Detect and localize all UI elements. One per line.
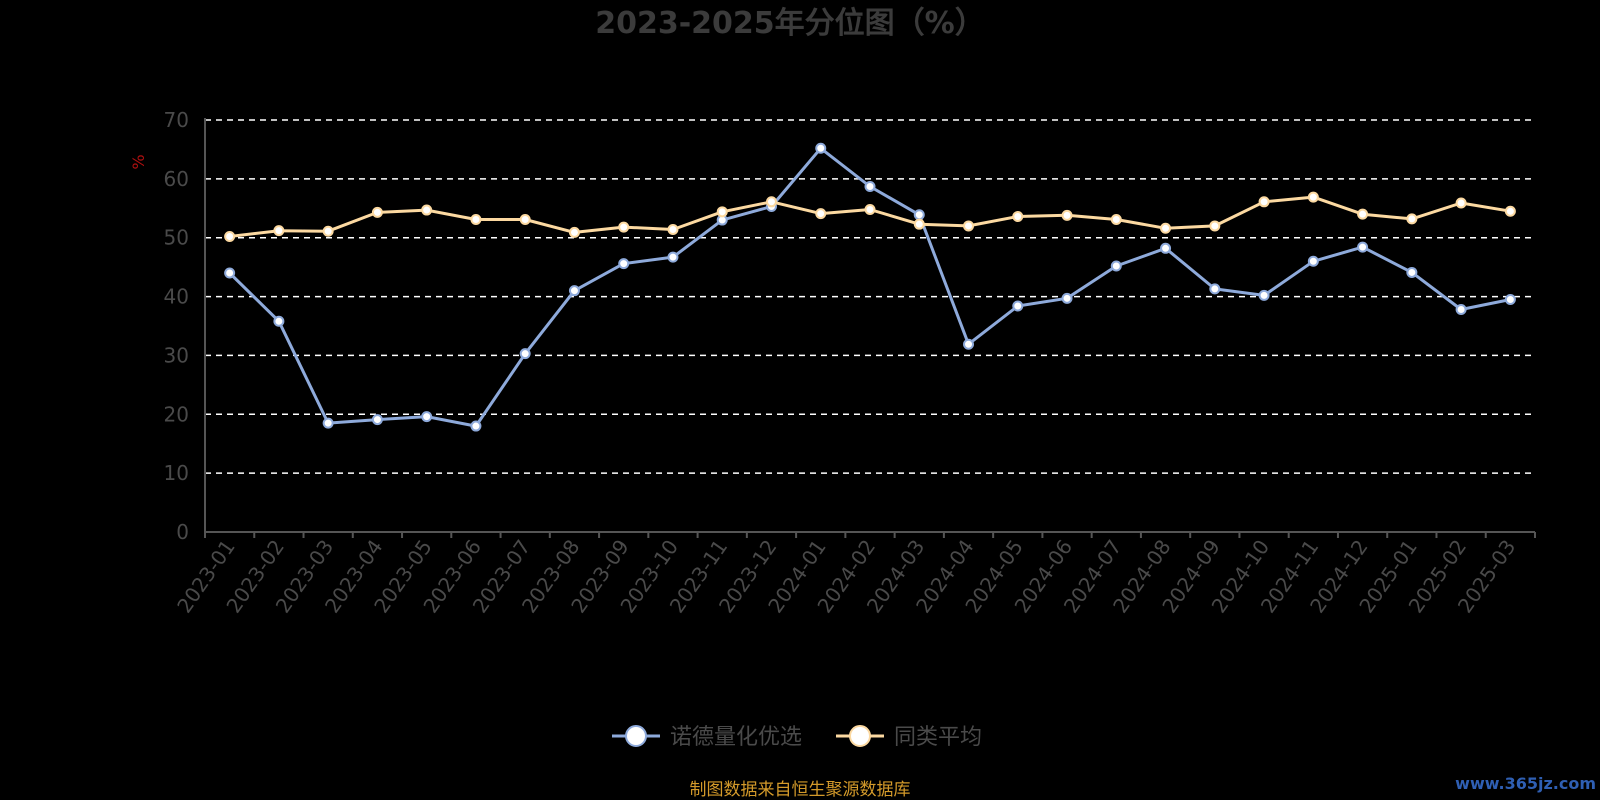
series-0-point-5 <box>470 420 482 432</box>
series-0-point-26 <box>1504 294 1516 306</box>
series-1-point-8 <box>618 221 630 233</box>
series-1-point-14 <box>913 218 925 230</box>
series-1-point-7 <box>568 226 580 238</box>
series-0-point-15 <box>963 338 975 350</box>
series-1-point-1 <box>273 225 285 237</box>
series-0 <box>224 142 1516 432</box>
y-tick-label-1: 10 <box>164 461 189 485</box>
series-0-point-13 <box>864 181 876 193</box>
series-1-point-4 <box>421 204 433 216</box>
legend-label-0: 诺德量化优选 <box>670 725 802 750</box>
y-tick-label-7: 70 <box>164 108 189 132</box>
series-1-point-3 <box>371 206 383 218</box>
series-0-point-8 <box>618 258 630 270</box>
y-tick-label-6: 60 <box>164 167 189 191</box>
y-tick-label-3: 30 <box>164 343 189 367</box>
series-1-point-23 <box>1357 208 1369 220</box>
series-0-point-9 <box>667 251 679 263</box>
series-0-point-25 <box>1455 304 1467 316</box>
legend-item-0[interactable]: 诺德量化优选 <box>612 725 802 750</box>
x-axis-ticks: 2023-012023-022023-032023-042023-052023-… <box>172 535 1520 617</box>
series-0-point-4 <box>421 411 433 423</box>
series-1-point-13 <box>864 203 876 215</box>
legend-label-1: 同类平均 <box>894 725 982 750</box>
axes <box>204 118 1536 538</box>
series-0-point-0 <box>224 267 236 279</box>
series-1-point-17 <box>1061 209 1073 221</box>
series-1-point-16 <box>1012 211 1024 223</box>
series-1-point-11 <box>765 196 777 208</box>
series-0-point-6 <box>519 348 531 360</box>
series-1-point-26 <box>1504 205 1516 217</box>
series-1-point-24 <box>1406 213 1418 225</box>
grid-lines <box>205 119 1535 474</box>
y-axis-unit: % <box>129 154 148 169</box>
series-1-point-25 <box>1455 197 1467 209</box>
chart-title: 2023-2025年分位图（%） <box>595 6 985 41</box>
series-1-point-9 <box>667 223 679 235</box>
y-tick-label-0: 0 <box>176 520 189 544</box>
series-1-point-21 <box>1258 196 1270 208</box>
series-1-point-20 <box>1209 220 1221 232</box>
y-axis-ticks: 0 10 20 30 40 50 60 70 <box>164 108 189 544</box>
legend-marker-0 <box>625 725 647 747</box>
series-1-point-15 <box>963 220 975 232</box>
series-1-point-19 <box>1160 222 1172 234</box>
legend-item-1[interactable]: 同类平均 <box>836 725 982 750</box>
series-layer <box>224 142 1516 432</box>
series-1-point-10 <box>716 206 728 218</box>
series-1-point-5 <box>470 213 482 225</box>
y-tick-label-2: 20 <box>164 402 189 426</box>
series-0-point-3 <box>371 414 383 426</box>
series-0-point-18 <box>1110 260 1122 272</box>
legend-marker-1 <box>849 725 871 747</box>
y-tick-label-5: 50 <box>164 226 189 250</box>
series-0-point-14 <box>913 209 925 221</box>
series-0-point-12 <box>815 142 827 154</box>
series-1-point-6 <box>519 213 531 225</box>
series-1 <box>224 191 1516 243</box>
series-1-point-18 <box>1110 213 1122 225</box>
series-0-point-2 <box>322 417 334 429</box>
series-0-point-7 <box>568 285 580 297</box>
series-0-point-24 <box>1406 266 1418 278</box>
series-0-point-20 <box>1209 283 1221 295</box>
series-0-point-23 <box>1357 241 1369 253</box>
series-0-point-17 <box>1061 292 1073 304</box>
series-0-point-16 <box>1012 300 1024 312</box>
series-0-point-19 <box>1160 242 1172 254</box>
series-0-point-1 <box>273 315 285 327</box>
series-line-1 <box>229 195 1511 238</box>
series-1-point-12 <box>815 208 827 220</box>
series-1-point-2 <box>322 225 334 237</box>
series-1-point-22 <box>1307 191 1319 203</box>
series-1-point-0 <box>224 231 236 243</box>
series-0-point-22 <box>1307 255 1319 267</box>
watermark: www.365jz.com <box>1455 774 1596 793</box>
y-tick-label-4: 40 <box>164 285 189 309</box>
legend[interactable]: 诺德量化优选 同类平均 <box>612 725 982 750</box>
data-source-note: 制图数据来自恒生聚源数据库 <box>690 780 911 800</box>
series-0-point-21 <box>1258 289 1270 301</box>
